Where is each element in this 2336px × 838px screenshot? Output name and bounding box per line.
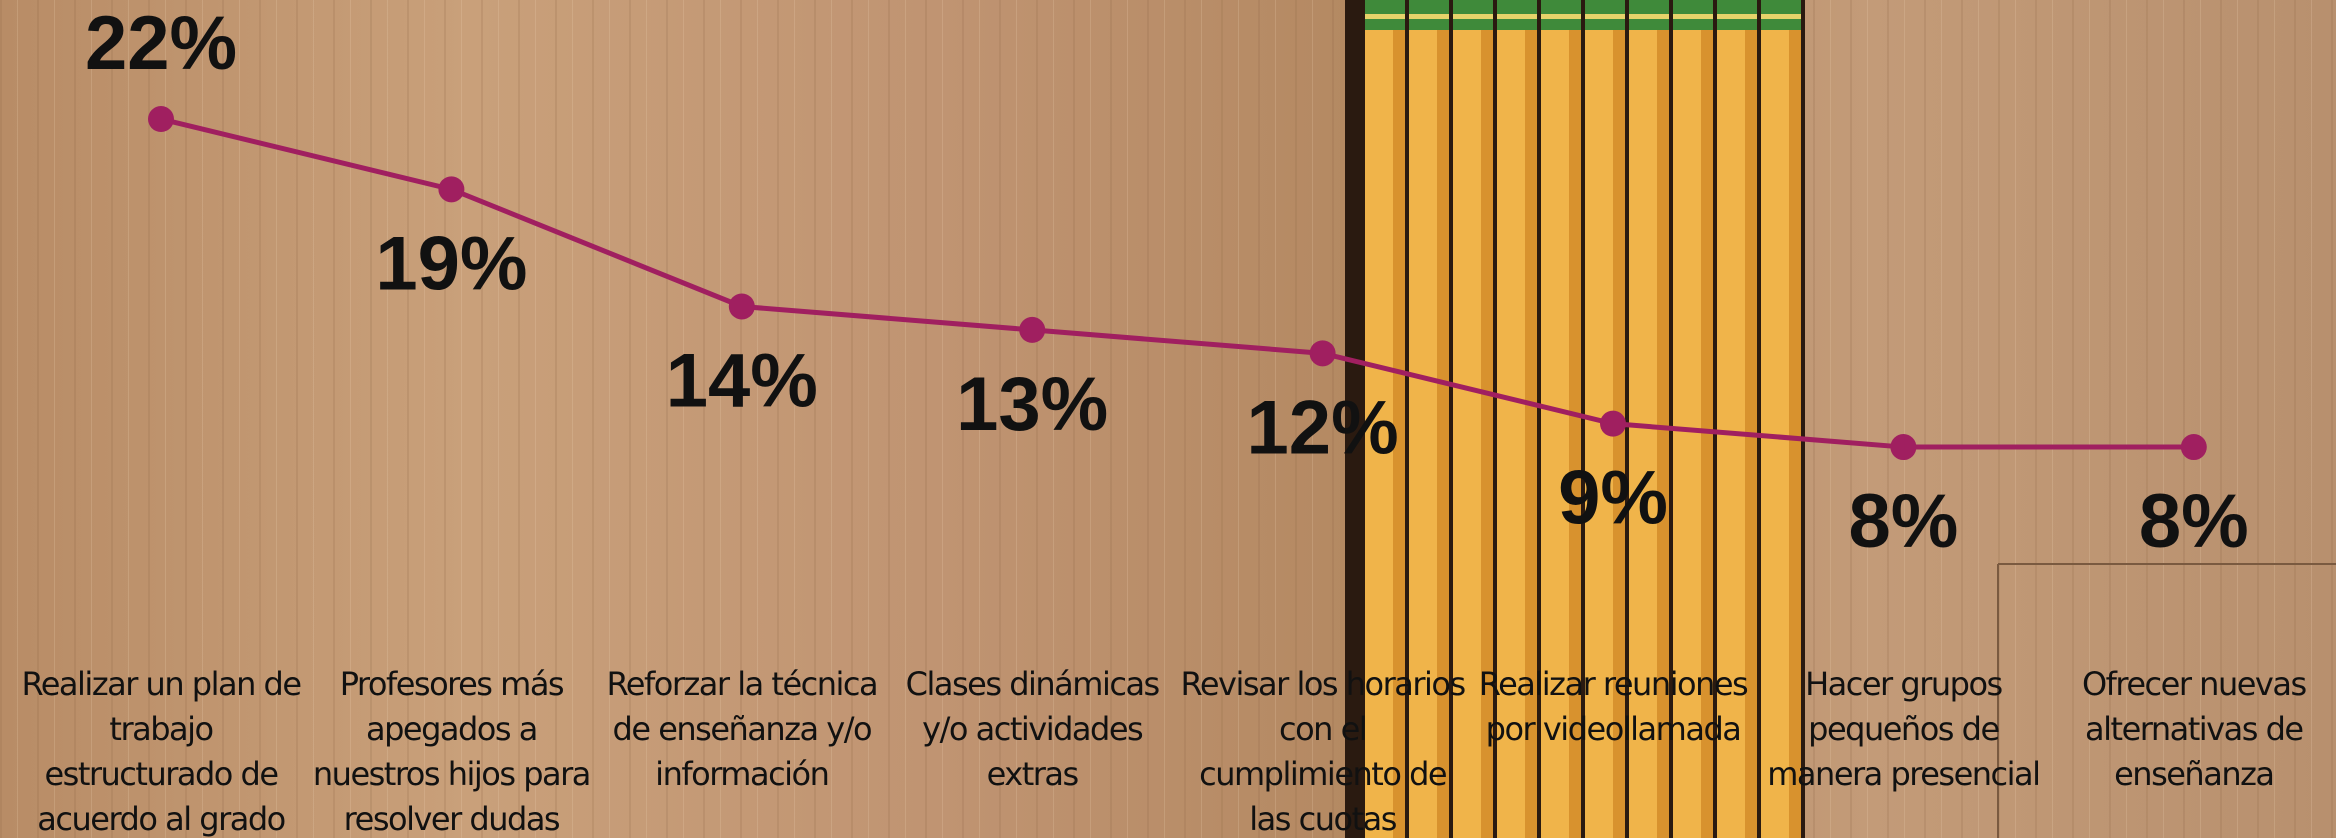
value-label: 13% <box>956 362 1108 447</box>
point <box>438 176 465 203</box>
category-label: Ofrecer nuevas alternativas de enseñanza <box>2081 665 2307 793</box>
pencil-band <box>1409 14 1449 19</box>
pencil-shade <box>1789 0 1801 838</box>
point <box>728 293 755 320</box>
pencil-shade <box>1481 0 1493 838</box>
value-label: 12% <box>1247 385 1399 470</box>
point <box>1890 434 1917 461</box>
value-label: 8% <box>1848 479 1958 564</box>
category-label: Reforzar la técnica de enseñanza y/o inf… <box>606 665 879 793</box>
pencil-band <box>1717 14 1757 19</box>
pencil-shade <box>1745 0 1757 838</box>
pencil-band <box>1541 14 1581 19</box>
pencil-band <box>1497 14 1537 19</box>
pencil-band <box>1585 14 1625 19</box>
pencil-band <box>1673 14 1713 19</box>
value-label: 9% <box>1558 456 1668 541</box>
category-label: Realizar un plan de trabajo estructurado… <box>21 665 302 838</box>
pencil-band <box>1365 14 1405 19</box>
pencil-shade <box>1525 0 1537 838</box>
point <box>2180 434 2207 461</box>
pencil-band <box>1761 14 1801 19</box>
value-label: 19% <box>375 221 527 306</box>
category-label: Profesores más apegados a nuestros hijos… <box>312 665 592 838</box>
pencil-shade <box>1657 0 1669 838</box>
pencil-shade <box>1701 0 1713 838</box>
pencil-band <box>1629 14 1669 19</box>
pencil-shade <box>1437 0 1449 838</box>
pencil-shade <box>1393 0 1405 838</box>
pencil-band <box>1453 14 1493 19</box>
category-label: Hacer grupos pequeños de manera presenci… <box>1767 665 2041 793</box>
value-label: 8% <box>2139 479 2249 564</box>
category-label: Realizar reuniones por videollamada <box>1478 665 1749 748</box>
line <box>160 116 2194 450</box>
pencil-shade <box>1569 0 1581 838</box>
value-label: 14% <box>666 339 818 424</box>
category-label: Clases dinámicas y/o actividades extras <box>905 665 1161 793</box>
category-label: Revisar los horarios con el cumplimiento… <box>1180 665 1467 838</box>
value-label: 22% <box>85 1 237 86</box>
point <box>148 106 174 133</box>
point <box>1019 316 1046 343</box>
point <box>1309 340 1336 367</box>
point <box>1600 410 1626 437</box>
